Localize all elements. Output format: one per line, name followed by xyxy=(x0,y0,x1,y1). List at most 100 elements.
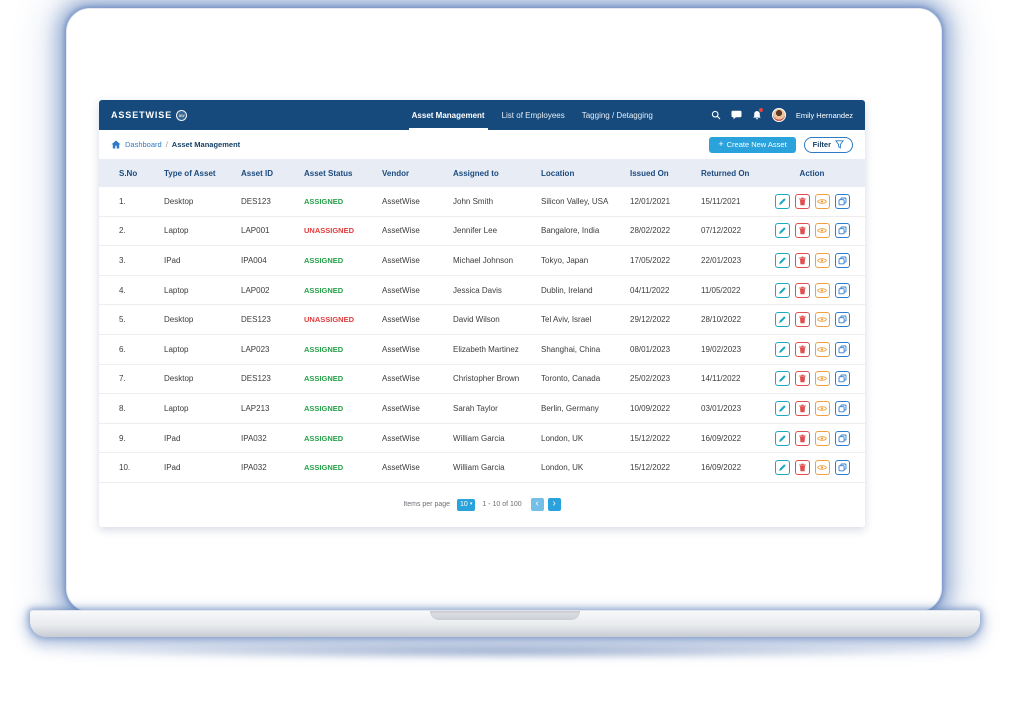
view-button[interactable] xyxy=(814,252,830,268)
bell-icon[interactable] xyxy=(752,107,763,121)
column-header-vendor: Vendor xyxy=(382,168,410,178)
edit-button[interactable] xyxy=(774,282,790,298)
top-navbar: ASSETWISE aw Asset Management List of Emp… xyxy=(99,100,865,130)
delete-button[interactable] xyxy=(794,371,810,387)
delete-button[interactable] xyxy=(794,341,810,357)
table-row: 1. Desktop DES123 ASSIGNED AssetWise John Smi… xyxy=(99,187,865,217)
cell-type: Desktop xyxy=(164,374,194,384)
breadcrumb-dashboard[interactable]: Dashboard xyxy=(125,140,162,149)
edit-button[interactable] xyxy=(774,400,790,416)
copy-icon xyxy=(838,256,847,265)
copy-button[interactable] xyxy=(834,193,850,209)
cell-vendor: AssetWise xyxy=(382,255,420,265)
view-button[interactable] xyxy=(814,371,830,387)
home-icon[interactable] xyxy=(111,140,121,149)
previous-page-button[interactable]: ‹ xyxy=(530,498,544,512)
cell-assigned-to: David Wilson xyxy=(453,315,500,325)
chat-icon[interactable] xyxy=(731,110,742,120)
filter-button[interactable]: Filter xyxy=(803,136,853,153)
copy-button[interactable] xyxy=(834,312,850,328)
delete-button[interactable] xyxy=(794,193,810,209)
pencil-icon xyxy=(778,404,787,413)
copy-button[interactable] xyxy=(834,282,850,298)
items-per-page-select[interactable]: 10 ▾ xyxy=(457,498,476,511)
edit-button[interactable] xyxy=(774,371,790,387)
row-actions xyxy=(769,282,855,298)
trash-icon xyxy=(798,345,807,354)
row-actions xyxy=(769,312,855,328)
cell-vendor: AssetWise xyxy=(382,344,420,354)
page-buttons: ‹ › xyxy=(530,498,561,512)
cell-returned-on: 16/09/2022 xyxy=(701,433,742,443)
row-actions xyxy=(769,430,855,446)
view-button[interactable] xyxy=(814,282,830,298)
view-button[interactable] xyxy=(814,312,830,328)
view-button[interactable] xyxy=(814,223,830,239)
edit-button[interactable] xyxy=(774,193,790,209)
nav-item-asset-management[interactable]: Asset Management xyxy=(408,100,488,130)
copy-button[interactable] xyxy=(834,223,850,239)
eye-icon xyxy=(817,405,827,412)
table-header-row: S.No Type of Asset Asset ID Asset Status Ven… xyxy=(99,159,865,187)
nav-item-list-of-employees[interactable]: List of Employees xyxy=(501,110,565,120)
breadcrumb-current: Asset Management xyxy=(171,140,241,149)
delete-button[interactable] xyxy=(794,252,810,268)
row-actions xyxy=(769,371,855,387)
edit-button[interactable] xyxy=(774,341,790,357)
edit-button[interactable] xyxy=(774,223,790,239)
items-per-page-label: Items per page xyxy=(403,501,451,509)
laptop-base xyxy=(30,610,980,637)
cell-type: Laptop xyxy=(164,285,189,295)
nav-item-tagging-detagging[interactable]: Tagging / Detagging xyxy=(581,110,653,120)
cell-sno: 3. xyxy=(119,255,126,265)
copy-button[interactable] xyxy=(834,430,850,446)
copy-icon xyxy=(838,315,847,324)
edit-button[interactable] xyxy=(774,460,790,476)
cell-issued-on: 04/11/2022 xyxy=(630,285,670,295)
row-actions xyxy=(769,341,855,357)
delete-button[interactable] xyxy=(794,312,810,328)
pagination: Items per page 10 ▾ 1 - 10 of 100 ‹ › xyxy=(99,482,865,527)
copy-icon xyxy=(838,226,847,235)
cell-asset-id: LAP002 xyxy=(241,285,270,295)
edit-button[interactable] xyxy=(774,430,790,446)
copy-button[interactable] xyxy=(834,371,850,387)
view-button[interactable] xyxy=(814,460,830,476)
trash-icon xyxy=(798,315,807,324)
row-actions xyxy=(769,460,855,476)
table-row: 6. Laptop LAP023 ASSIGNED AssetWise Elizabeth… xyxy=(99,334,865,365)
eye-icon xyxy=(817,375,827,382)
copy-button[interactable] xyxy=(834,341,850,357)
eye-icon xyxy=(817,316,827,323)
view-button[interactable] xyxy=(814,400,830,416)
edit-button[interactable] xyxy=(774,312,790,328)
delete-button[interactable] xyxy=(794,460,810,476)
delete-button[interactable] xyxy=(794,282,810,298)
delete-button[interactable] xyxy=(794,223,810,239)
view-button[interactable] xyxy=(814,193,830,209)
column-header-asset-id: Asset ID xyxy=(241,168,274,178)
delete-button[interactable] xyxy=(794,400,810,416)
cell-asset-id: IPA032 xyxy=(241,463,267,473)
avatar[interactable] xyxy=(771,108,786,122)
copy-icon xyxy=(838,404,847,413)
copy-button[interactable] xyxy=(834,252,850,268)
cell-type: Desktop xyxy=(164,196,194,206)
cell-status: ASSIGNED xyxy=(304,374,344,384)
delete-button[interactable] xyxy=(794,430,810,446)
table-row: 8. Laptop LAP213 ASSIGNED AssetWise Sarah Tay… xyxy=(99,394,865,424)
search-icon[interactable] xyxy=(711,110,721,120)
copy-button[interactable] xyxy=(834,400,850,416)
copy-button[interactable] xyxy=(834,460,850,476)
view-button[interactable] xyxy=(814,341,830,357)
cell-location: Bangalore, India xyxy=(541,226,600,236)
edit-button[interactable] xyxy=(774,252,790,268)
column-header-s-no: S.No xyxy=(119,168,138,178)
cell-assigned-to: Christopher Brown xyxy=(453,374,520,384)
next-page-button[interactable]: › xyxy=(547,498,561,512)
create-new-asset-button[interactable]: + Create New Asset xyxy=(709,136,796,153)
copy-icon xyxy=(838,463,847,472)
copy-icon xyxy=(838,374,847,383)
view-button[interactable] xyxy=(814,430,830,446)
breadcrumb: Dashboard / Asset Management xyxy=(111,140,240,149)
